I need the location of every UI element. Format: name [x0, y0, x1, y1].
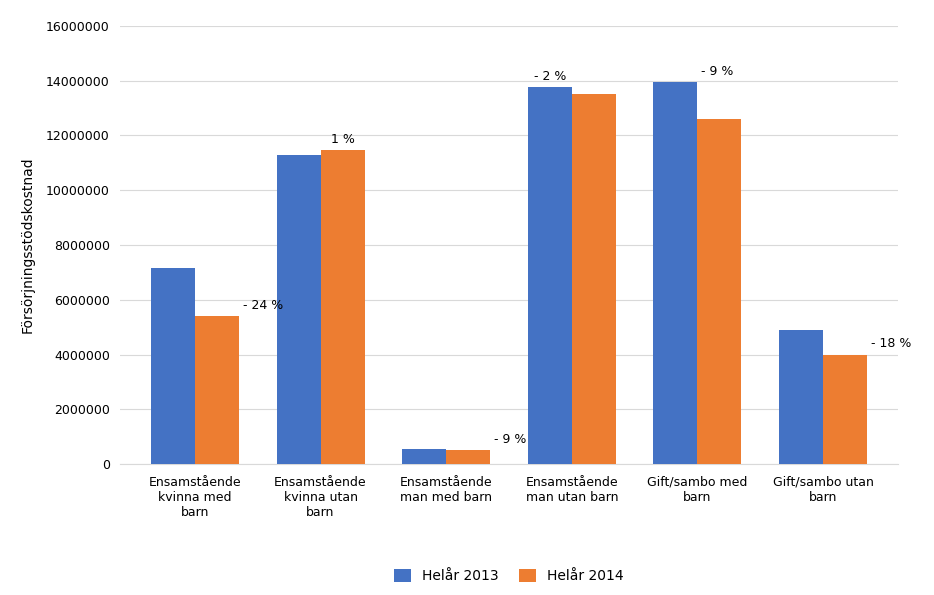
Bar: [151, 268, 195, 464]
Bar: [698, 119, 742, 464]
Text: - 2 %: - 2 %: [533, 70, 566, 83]
Bar: [276, 155, 320, 464]
Text: - 18 %: - 18 %: [870, 337, 912, 350]
Bar: [320, 151, 364, 464]
Text: - 24 %: - 24 %: [243, 299, 283, 312]
Bar: [779, 330, 823, 464]
Bar: [654, 82, 698, 464]
Bar: [823, 355, 867, 464]
Text: - 9 %: - 9 %: [494, 433, 526, 446]
Text: 1 %: 1 %: [331, 133, 355, 146]
Bar: [403, 449, 446, 464]
Bar: [446, 450, 490, 464]
Bar: [572, 95, 616, 464]
Bar: [195, 316, 239, 464]
Y-axis label: Försörjningsstödskostnad: Försörjningsstödskostnad: [21, 156, 35, 333]
Bar: [528, 87, 572, 464]
Legend: Helår 2013, Helår 2014: Helår 2013, Helår 2014: [389, 563, 630, 588]
Text: - 9 %: - 9 %: [701, 65, 733, 78]
